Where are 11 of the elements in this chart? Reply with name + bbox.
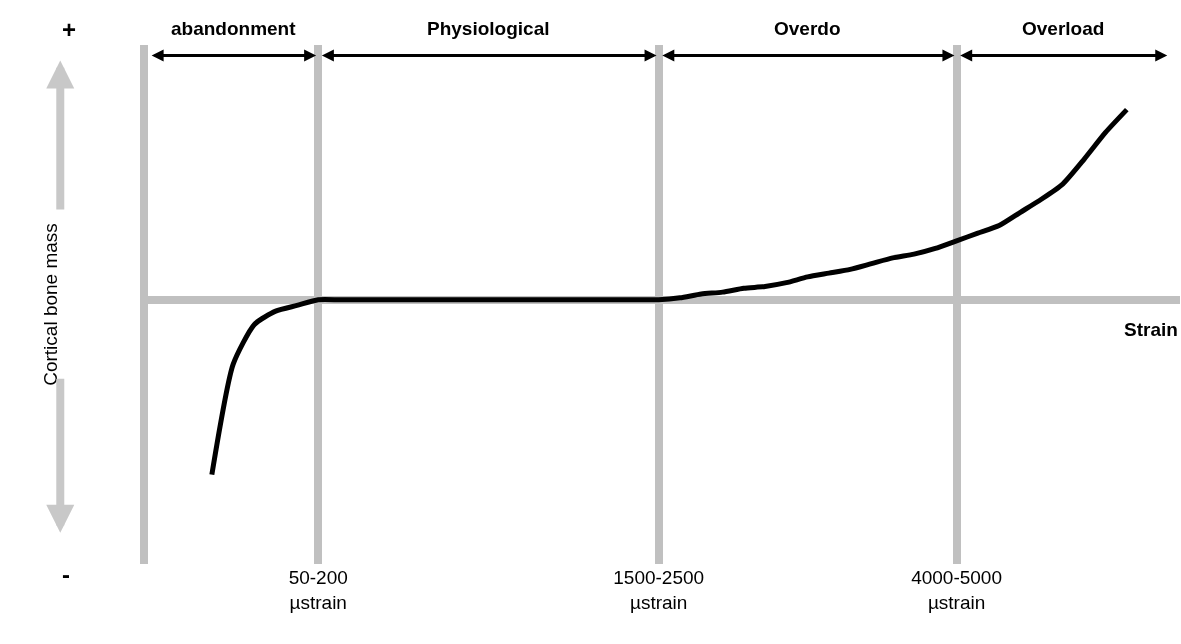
text: - <box>62 561 70 588</box>
y-axis-title: Cortical bone mass <box>40 223 62 386</box>
x-tick-label: 1500-2500 µstrain <box>613 567 705 613</box>
text: Physiological <box>427 18 550 39</box>
annotation: Strain <box>1124 319 1178 340</box>
x-tick-label: 50-200 µstrain <box>288 567 348 613</box>
text: Overdo <box>774 18 841 39</box>
text: abandonment <box>171 18 297 39</box>
x-tick-label: 4000-5000 µstrain <box>911 567 1003 613</box>
text: + <box>62 16 77 43</box>
text: Overload <box>1022 18 1105 39</box>
